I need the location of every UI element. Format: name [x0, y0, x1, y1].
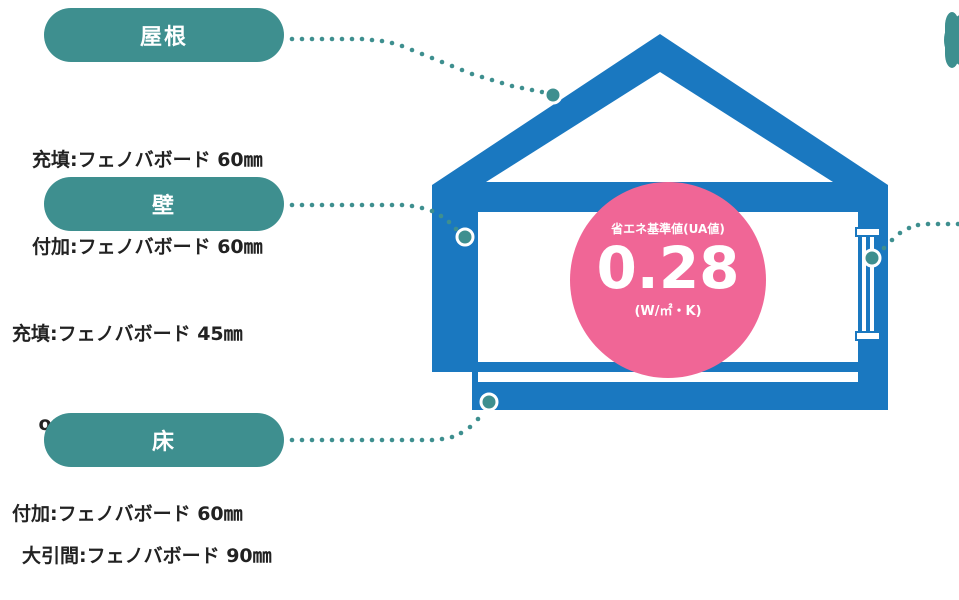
attic-space — [486, 72, 833, 182]
window-leader-line — [862, 221, 959, 268]
floor-spec: 大引間:フェノバボード 90㎜ — [22, 484, 272, 600]
floor-spec-line-1: 大引間:フェノバボード 90㎜ — [22, 545, 272, 567]
ua-value-badge: 省エネ基準値(UA値) 0.28 (W/㎡・K) — [570, 182, 766, 378]
wall-leader-line — [289, 202, 475, 247]
ua-badge-value: 0.28 — [596, 234, 740, 302]
floor-label: 床 — [151, 430, 176, 455]
wall-spec-line-1: 充填:フェノバボード 45㎜ — [12, 323, 243, 345]
ua-badge-unit: (W/㎡・K) — [634, 304, 702, 319]
roof-label: 屋根 — [139, 25, 188, 50]
roof-label-pill: 屋根 — [44, 8, 284, 62]
wall-label-pill: 壁 — [44, 177, 284, 231]
floor-label-pill: 床 — [44, 413, 284, 467]
roof-leader-line — [289, 36, 563, 105]
roof-spec: 充填:フェノバボード 60㎜ 付加:フェノバボード 60㎜ — [32, 88, 263, 291]
roof-spec-line-1: 充填:フェノバボード 60㎜ — [32, 149, 263, 171]
ua-badge-label: 省エネ基準値(UA値) — [611, 222, 725, 236]
wall-label: 壁 — [151, 194, 176, 219]
floor-leader-line — [289, 392, 499, 443]
roof-spec-line-2: 付加:フェノバボード 60㎜ — [32, 236, 263, 258]
